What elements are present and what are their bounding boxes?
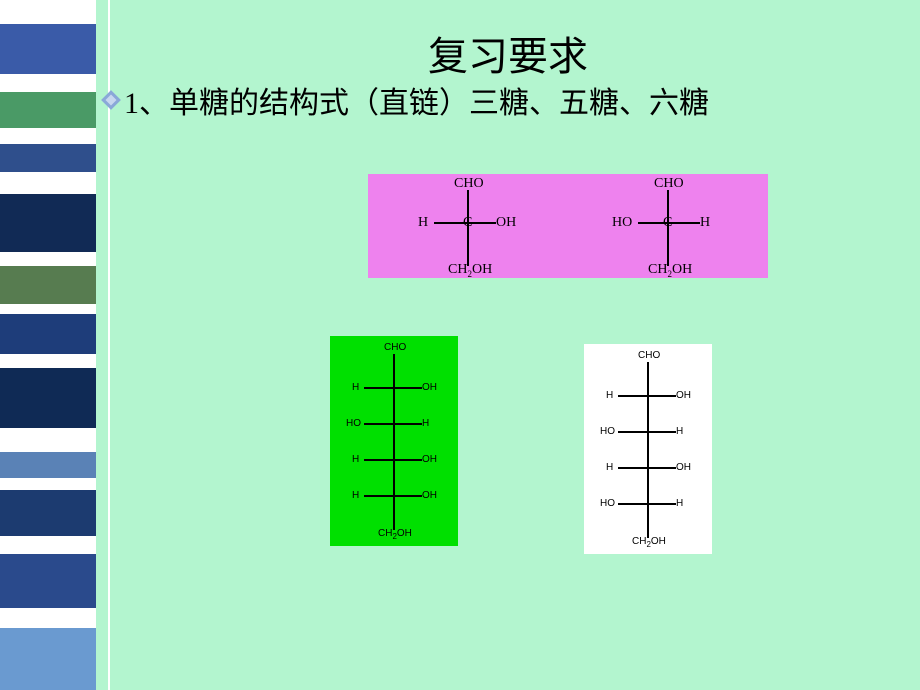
bond-horizontal — [618, 503, 676, 505]
fischer-right-label: OH — [676, 462, 691, 473]
sidebar-color-block — [0, 490, 96, 536]
sidebar-color-block — [0, 128, 96, 144]
fischer-left-label: H — [352, 490, 359, 501]
hexose-white-box: CHO CH2OH HOHHOHHOHHOH — [584, 344, 712, 554]
fischer-left-label: H — [606, 462, 613, 473]
fischer-right-label: H — [676, 426, 683, 437]
bullet-diamond-icon — [100, 89, 122, 111]
bond-vertical — [647, 362, 649, 538]
bond-horizontal — [618, 431, 676, 433]
triose-box: CHO H C OH CH2OH CHO HO C H CH2OH — [368, 174, 768, 278]
ch2oh-label: CH2OH — [632, 536, 666, 549]
fischer-right-label: OH — [422, 490, 437, 501]
sidebar-color-block — [0, 608, 96, 628]
sidebar-color-block — [0, 536, 96, 554]
sidebar-color-block — [0, 74, 96, 92]
triose-left-structure: CHO H C OH CH2OH — [368, 174, 568, 278]
fischer-left-label: HO — [600, 498, 615, 509]
sidebar-color-block — [0, 0, 96, 24]
fischer-right-label: H — [422, 418, 429, 429]
fischer-right-label: OH — [676, 390, 691, 401]
slide-content: 复习要求 1、单糖的结构式（直链）三糖、五糖、六糖 CHO H C OH CH2… — [96, 0, 920, 690]
h-label: H — [418, 215, 428, 231]
bond-horizontal — [364, 495, 422, 497]
sidebar-color-block — [0, 554, 96, 608]
cho-label: CHO — [384, 342, 406, 353]
fischer-left-label: HO — [600, 426, 615, 437]
ho-label: HO — [612, 215, 632, 231]
ch2oh-label: CH2OH — [448, 262, 492, 279]
bond-horizontal — [364, 423, 422, 425]
hexose-white-structure: CHO CH2OH HOHHOHHOHHOH — [584, 344, 712, 554]
sidebar-color-block — [0, 304, 96, 314]
bond-horizontal — [618, 395, 676, 397]
cho-label: CHO — [654, 176, 684, 192]
decorative-sidebar — [0, 0, 96, 690]
ch2oh-label: CH2OH — [378, 528, 412, 541]
hexose-green-box: CHO CH2OH HOHHOHHOHHOH — [330, 336, 458, 546]
bond-horizontal — [364, 387, 422, 389]
fischer-right-label: OH — [422, 454, 437, 465]
sidebar-color-block — [0, 92, 96, 128]
fischer-right-label: OH — [422, 382, 437, 393]
sidebar-color-block — [0, 172, 96, 194]
fischer-right-label: H — [676, 498, 683, 509]
sidebar-color-block — [0, 478, 96, 490]
sidebar-color-block — [0, 194, 96, 252]
bond-vertical — [393, 354, 395, 530]
fischer-left-label: HO — [346, 418, 361, 429]
sidebar-color-block — [0, 24, 96, 74]
hexose-green-structure: CHO CH2OH HOHHOHHOHHOH — [330, 336, 458, 546]
fischer-left-label: H — [352, 454, 359, 465]
sidebar-color-block — [0, 368, 96, 428]
c-label: C — [463, 215, 472, 231]
sidebar-color-block — [0, 252, 96, 266]
fischer-left-label: H — [352, 382, 359, 393]
oh-label: OH — [496, 215, 516, 231]
bond-horizontal — [364, 459, 422, 461]
cho-label: CHO — [454, 176, 484, 192]
sidebar-color-block — [0, 354, 96, 368]
slide-title: 复习要求 — [96, 24, 920, 82]
sidebar-color-block — [0, 428, 96, 452]
bond-horizontal — [618, 467, 676, 469]
fischer-left-label: H — [606, 390, 613, 401]
sidebar-color-block — [0, 314, 96, 354]
triose-right-structure: CHO HO C H CH2OH — [568, 174, 768, 278]
sidebar-color-block — [0, 144, 96, 172]
sidebar-color-block — [0, 628, 96, 690]
sidebar-color-block — [0, 266, 96, 304]
cho-label: CHO — [638, 350, 660, 361]
slide: 复习要求 1、单糖的结构式（直链）三糖、五糖、六糖 CHO H C OH CH2… — [0, 0, 920, 690]
bullet-row: 1、单糖的结构式（直链）三糖、五糖、六糖 — [100, 78, 709, 122]
sidebar-color-block — [0, 452, 96, 478]
c-label: C — [663, 215, 672, 231]
h-label: H — [700, 215, 710, 231]
ch2oh-label: CH2OH — [648, 262, 692, 279]
bullet-text: 1、单糖的结构式（直链）三糖、五糖、六糖 — [124, 78, 709, 122]
